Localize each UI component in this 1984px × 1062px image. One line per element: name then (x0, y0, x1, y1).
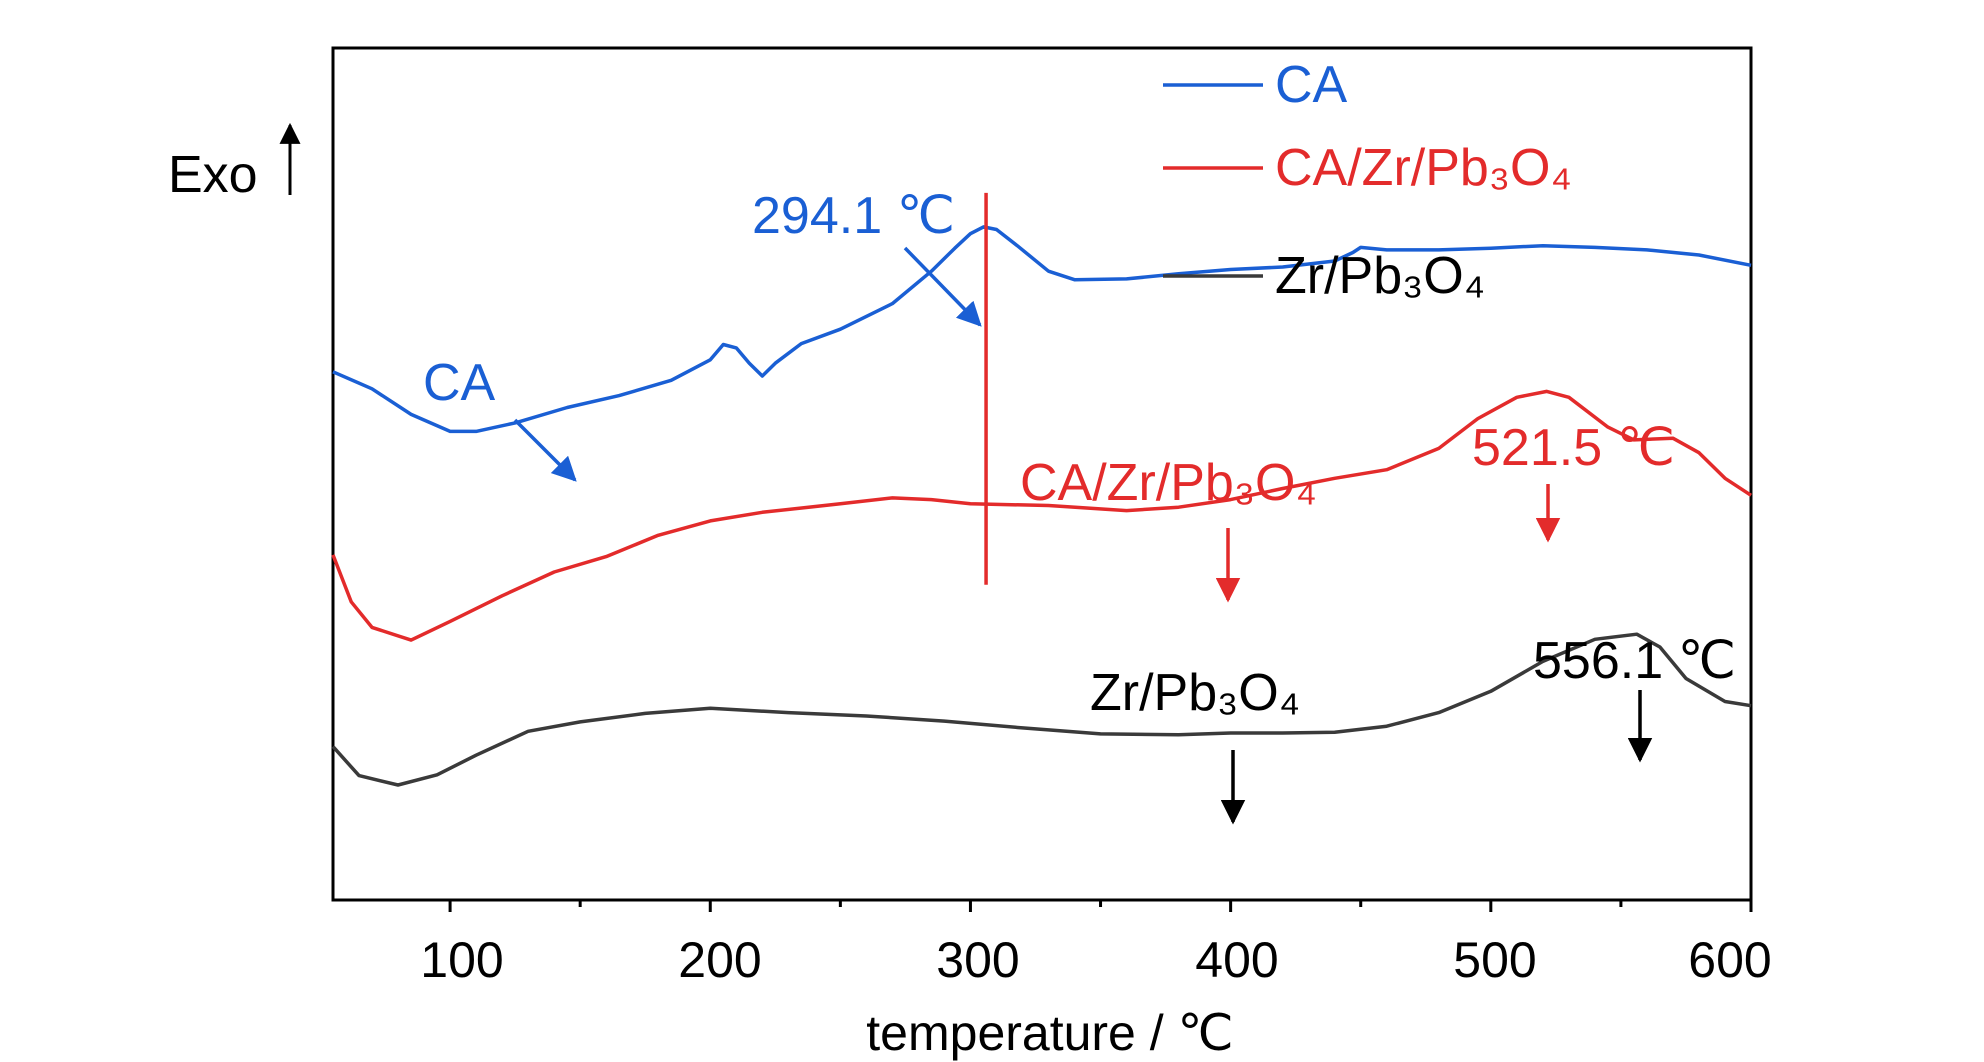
x-tick-label: 400 (1195, 932, 1278, 988)
annotation-label-zr-pb3o4: Zr/Pb₃O₄ (1090, 664, 1300, 722)
annotation-peak-ca: 294.1 ℃ (752, 187, 955, 245)
arrow-peak-ca-icon (903, 246, 982, 327)
x-tick-label: 300 (936, 932, 1019, 988)
series-line-ca-zr-pb3o4 (331, 389, 1752, 642)
annotation-label-ca-zr-pb3o4: CA/Zr/Pb₃O₄ (1020, 454, 1317, 512)
arrow-label-ca-icon (513, 418, 577, 482)
y-axis-label: Exo (168, 146, 258, 204)
x-tick-label: 600 (1688, 932, 1771, 988)
series-line-ca (332, 225, 1752, 434)
series-line-zr-pb3o4 (331, 632, 1752, 787)
legend: CA CA/Zr/Pb₃O₄ Zr/Pb₃O₄ (1163, 56, 1572, 305)
plot-frame (331, 46, 1753, 902)
legend-label-ca-zr-pb3o4: CA/Zr/Pb₃O₄ (1275, 139, 1572, 197)
x-axis-label: temperature / ℃ (866, 1005, 1233, 1061)
x-tick-label: 100 (420, 932, 503, 988)
x-tick-label: 200 (678, 932, 761, 988)
annotation-label-ca: CA (423, 354, 496, 412)
x-axis: 100 200 300 400 500 600 (420, 932, 1771, 988)
legend-label-zr-pb3o4: Zr/Pb₃O₄ (1275, 247, 1485, 305)
annotation-peak-ca-zr-pb3o4: 521.5 ℃ (1472, 419, 1675, 477)
legend-label-ca: CA (1275, 56, 1348, 114)
x-tick-label: 500 (1453, 932, 1536, 988)
annotation-peak-zr-pb3o4: 556.1 ℃ (1533, 632, 1736, 690)
